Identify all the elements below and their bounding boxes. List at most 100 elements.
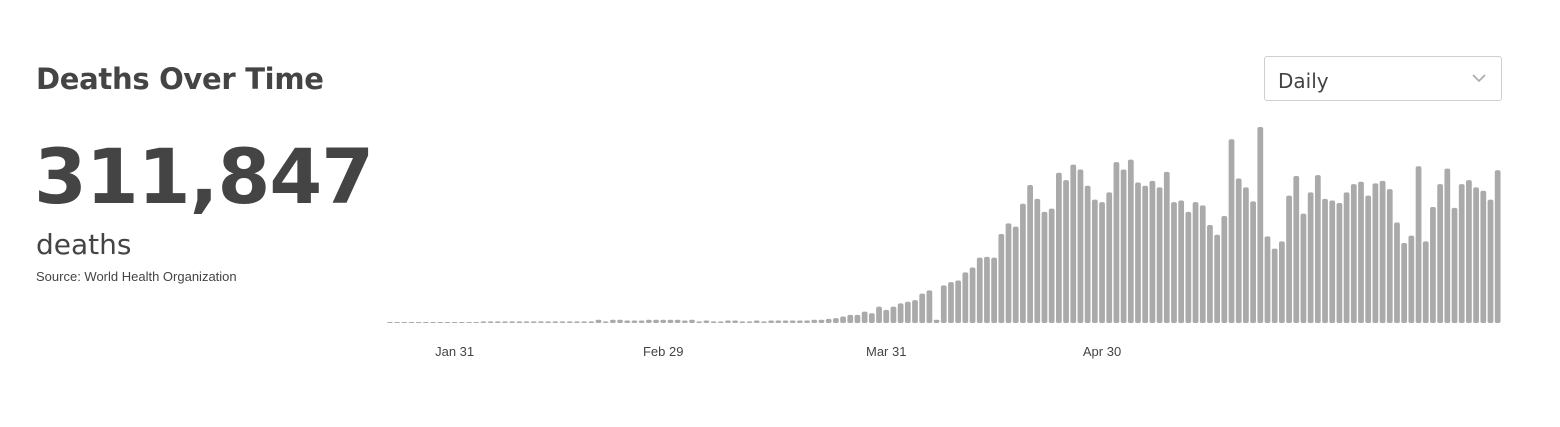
bar xyxy=(624,320,631,323)
bar xyxy=(876,306,882,323)
bar xyxy=(595,319,602,323)
bar xyxy=(1286,195,1292,323)
bar xyxy=(1494,170,1501,323)
bar xyxy=(732,320,739,323)
bar xyxy=(1056,172,1062,323)
bar xyxy=(1430,207,1436,323)
bar xyxy=(948,282,954,323)
bar xyxy=(1027,184,1033,323)
bar xyxy=(1343,192,1350,323)
bar xyxy=(955,280,962,323)
bar xyxy=(1329,200,1336,323)
bar xyxy=(1221,216,1228,323)
bar xyxy=(1005,223,1012,323)
bar xyxy=(890,306,897,323)
bar xyxy=(1171,202,1177,323)
bar xyxy=(566,321,573,323)
bar xyxy=(1207,225,1213,323)
bar xyxy=(530,321,537,323)
bar xyxy=(401,322,408,323)
bar xyxy=(1084,185,1091,323)
bar xyxy=(638,320,645,323)
bar xyxy=(1048,208,1055,323)
bar xyxy=(415,322,422,323)
bar xyxy=(588,321,595,323)
bar xyxy=(962,272,969,323)
bar xyxy=(768,320,775,323)
x-tick-label: Mar 31 xyxy=(866,344,906,359)
bar xyxy=(602,321,609,323)
bar xyxy=(1012,226,1019,323)
interval-select[interactable]: Daily xyxy=(1264,56,1502,101)
bar xyxy=(1451,207,1458,323)
bar xyxy=(1350,184,1357,323)
bar xyxy=(1106,192,1113,323)
bar xyxy=(753,320,760,323)
x-tick-label: Apr 30 xyxy=(1083,344,1121,359)
bar xyxy=(689,319,695,323)
bar xyxy=(502,321,508,323)
bar xyxy=(487,321,494,323)
bar xyxy=(653,319,659,323)
source-note: Source: World Health Organization xyxy=(36,269,237,284)
bar xyxy=(1458,184,1465,323)
bar xyxy=(761,321,767,323)
page-title: Deaths Over Time xyxy=(36,62,324,96)
x-tick-label: Jan 31 xyxy=(435,344,474,359)
bar xyxy=(509,321,516,323)
bar xyxy=(1365,195,1372,323)
bar xyxy=(811,319,818,323)
bar xyxy=(1063,180,1069,323)
bar xyxy=(1480,190,1487,323)
bar xyxy=(1444,168,1451,323)
total-deaths-value: 311,847 xyxy=(34,132,374,221)
bar xyxy=(1250,201,1256,323)
bar xyxy=(1279,241,1285,323)
bar xyxy=(667,319,674,323)
bar xyxy=(840,316,846,323)
bar xyxy=(574,321,580,323)
bar xyxy=(422,322,429,323)
bar xyxy=(610,319,616,323)
bar xyxy=(1077,169,1084,323)
bar xyxy=(1099,202,1105,323)
x-axis-ticks: Jan 31 Feb 29 Mar 31 Apr 30 xyxy=(435,344,1121,359)
bar xyxy=(933,319,940,323)
bar xyxy=(1070,164,1077,323)
bar xyxy=(1127,159,1134,323)
bar xyxy=(681,320,688,323)
bar xyxy=(1142,185,1149,323)
bar xyxy=(883,309,890,323)
bar xyxy=(631,320,638,323)
bar xyxy=(1156,187,1163,323)
bar xyxy=(466,322,472,323)
bar xyxy=(394,322,400,323)
bar xyxy=(818,319,825,323)
bar xyxy=(458,322,465,323)
bar xyxy=(1020,203,1026,323)
bar xyxy=(717,321,724,323)
bar xyxy=(725,320,731,323)
bar xyxy=(991,257,998,323)
bar xyxy=(1135,182,1141,323)
bars-group xyxy=(387,127,1501,323)
bar xyxy=(1314,175,1321,323)
bar xyxy=(1415,166,1422,323)
bar xyxy=(861,311,868,323)
bar xyxy=(1235,178,1242,323)
bar xyxy=(1271,248,1278,323)
bar xyxy=(1422,241,1429,323)
bar xyxy=(581,321,587,323)
bar xyxy=(1264,236,1271,323)
bar xyxy=(545,321,552,323)
bar xyxy=(451,322,458,323)
bar xyxy=(1257,127,1264,323)
bar xyxy=(1192,202,1199,323)
bar xyxy=(854,314,861,323)
bar xyxy=(940,285,947,323)
x-tick-label: Feb 29 xyxy=(643,344,683,359)
bar xyxy=(1120,169,1127,323)
bar xyxy=(797,320,803,323)
bar xyxy=(480,321,487,323)
